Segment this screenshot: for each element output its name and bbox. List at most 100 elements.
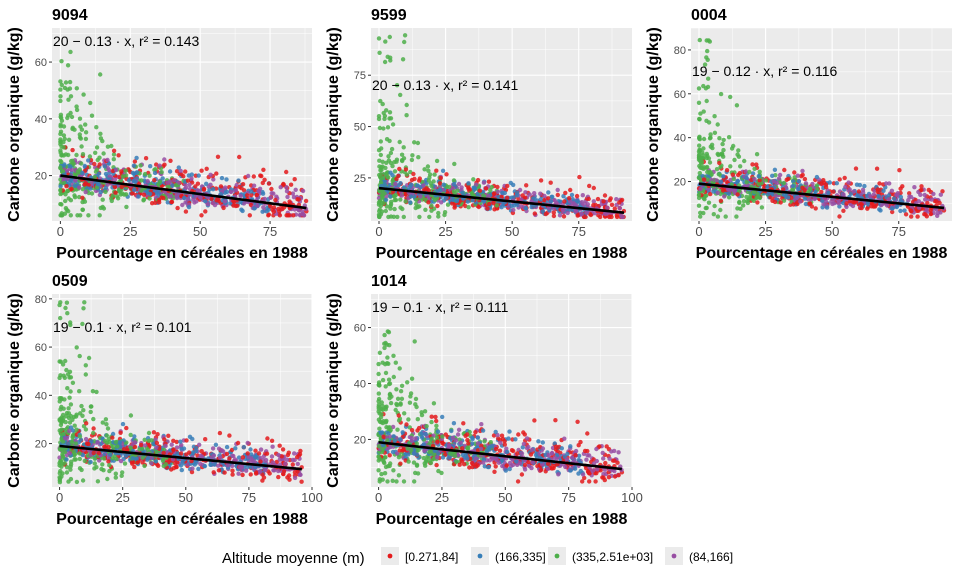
data-point: [218, 184, 224, 189]
data-point: [744, 180, 749, 185]
data-point: [773, 193, 779, 198]
data-point: [577, 174, 582, 180]
data-point: [69, 167, 74, 172]
data-point: [88, 409, 93, 415]
data-point: [376, 148, 382, 153]
data-point: [113, 475, 119, 480]
data-point: [395, 396, 401, 401]
data-point: [377, 50, 382, 55]
data-point: [471, 177, 476, 182]
y-tick-label: 25: [354, 173, 366, 185]
data-point: [802, 176, 808, 182]
y-tick-label: 60: [674, 89, 686, 101]
data-point: [66, 406, 71, 411]
data-point: [908, 208, 914, 213]
data-point: [62, 136, 67, 142]
data-point: [737, 200, 742, 205]
data-point: [819, 189, 824, 195]
data-point: [79, 127, 85, 132]
data-point: [72, 183, 78, 188]
data-point: [376, 391, 381, 396]
data-point: [298, 472, 303, 477]
data-point: [58, 124, 63, 129]
data-point: [389, 199, 394, 204]
data-point: [704, 98, 709, 104]
data-point: [388, 194, 393, 199]
data-point: [119, 184, 124, 190]
data-point: [169, 442, 174, 447]
data-point: [103, 189, 108, 194]
data-point: [97, 213, 102, 218]
data-point: [698, 214, 703, 219]
data-point: [455, 188, 460, 193]
data-point: [696, 100, 702, 106]
data-point: [86, 182, 91, 188]
x-axis-title: Pourcentage en céréales en 1988: [376, 245, 628, 262]
data-point: [394, 479, 399, 484]
data-point: [66, 113, 71, 118]
data-point: [429, 183, 434, 189]
data-point: [119, 473, 124, 478]
data-point: [877, 181, 882, 186]
data-point: [565, 210, 570, 216]
data-point: [745, 200, 751, 206]
data-point: [771, 179, 776, 184]
data-point: [579, 200, 585, 205]
data-point: [68, 389, 73, 394]
data-point: [754, 152, 760, 157]
data-point: [389, 146, 395, 152]
data-point: [92, 161, 97, 167]
data-point: [794, 195, 800, 200]
data-point: [720, 141, 725, 147]
data-point: [147, 191, 153, 197]
data-point: [485, 206, 490, 211]
data-point: [703, 205, 708, 211]
data-point: [139, 178, 144, 183]
data-point: [285, 194, 290, 200]
data-point: [103, 171, 109, 177]
data-point: [728, 94, 733, 100]
data-point: [58, 94, 63, 99]
data-point: [387, 110, 393, 115]
data-point: [926, 187, 931, 193]
data-point: [593, 479, 598, 484]
data-point: [63, 436, 68, 441]
data-point: [58, 79, 63, 84]
data-point: [802, 188, 807, 193]
y-axis-title: Carbone organique (g/kg): [645, 27, 662, 222]
data-point: [295, 461, 300, 467]
data-point: [416, 155, 421, 160]
data-point: [216, 468, 222, 473]
data-point: [91, 450, 96, 456]
equation-label: 20 − 0.13 · x, r² = 0.141: [372, 77, 519, 93]
data-point: [393, 181, 398, 187]
data-point: [179, 467, 184, 473]
data-point: [178, 463, 184, 468]
data-point: [278, 185, 283, 190]
data-point: [80, 413, 85, 418]
data-point: [572, 202, 577, 207]
data-point: [151, 430, 157, 435]
data-point: [711, 189, 716, 194]
data-point: [211, 453, 216, 458]
data-point: [58, 201, 63, 207]
data-point: [823, 199, 829, 204]
data-point: [193, 184, 198, 189]
data-point: [450, 197, 456, 203]
data-point: [240, 472, 245, 478]
data-point: [86, 355, 92, 361]
data-point: [836, 201, 841, 206]
data-point: [937, 200, 942, 206]
data-point: [211, 470, 216, 475]
data-point: [156, 192, 161, 197]
data-point: [434, 168, 439, 173]
data-point: [156, 182, 161, 187]
data-point: [603, 211, 608, 217]
data-point: [415, 140, 421, 146]
data-point: [514, 193, 520, 198]
data-point: [290, 462, 295, 467]
data-point: [260, 209, 265, 214]
data-point: [237, 184, 242, 190]
data-point: [697, 170, 702, 176]
data-point: [65, 87, 70, 92]
